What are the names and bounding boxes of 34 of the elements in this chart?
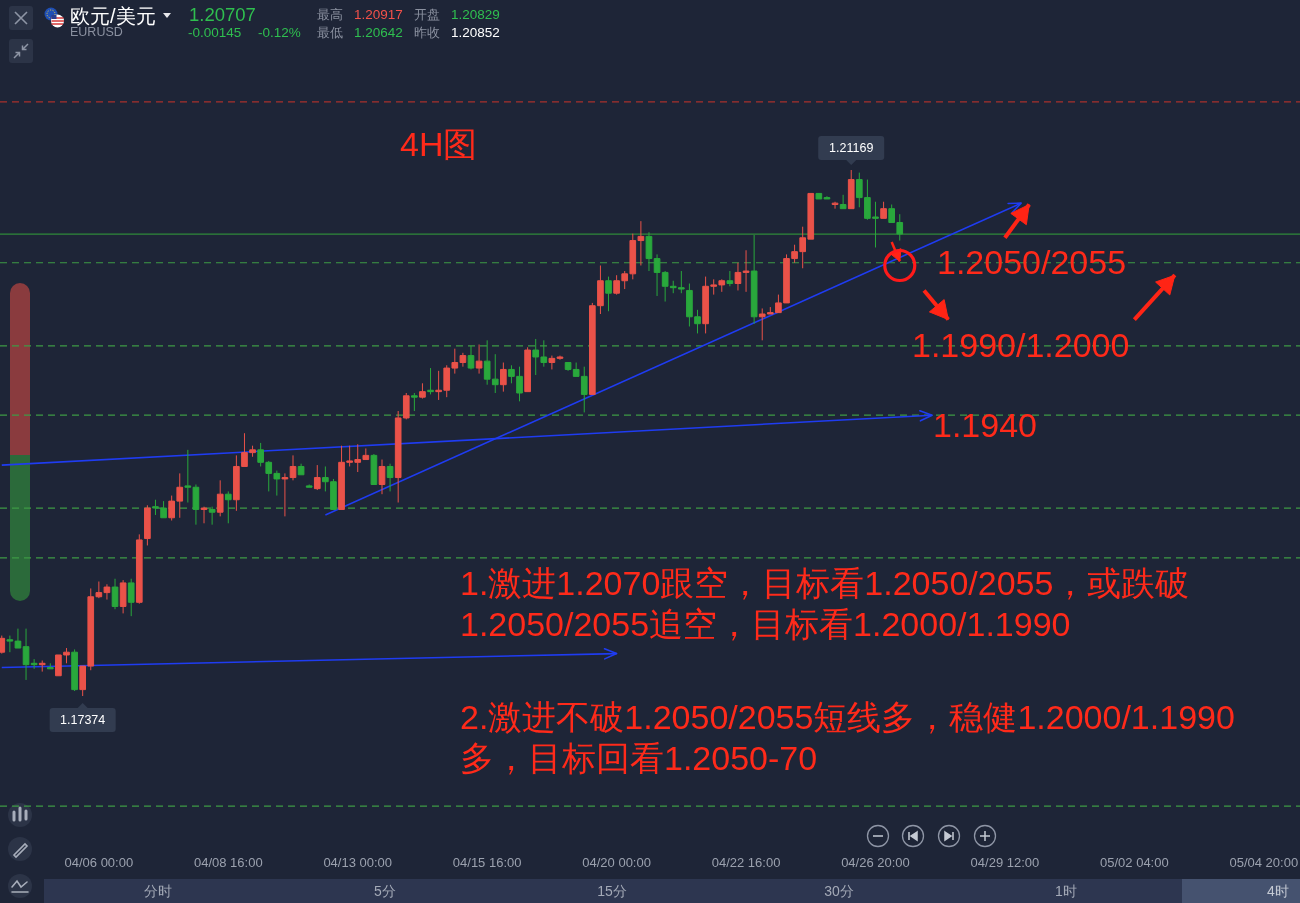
- annotation: 昨收: [414, 25, 440, 40]
- annotation: 1.20852: [451, 24, 500, 41]
- annotation: 开盘: [414, 7, 440, 22]
- x-tick-label: 04/08 16:00: [193, 855, 263, 871]
- x-tick-label: 04/29 12:00: [970, 855, 1040, 871]
- annotation: 1时: [1055, 882, 1077, 900]
- price-tag-label: 1.21169: [829, 140, 874, 156]
- annotation: 5分: [374, 882, 396, 900]
- annotation: 2.激进不破1.2050/2055短线多，稳健1.2000/1.1990多，目标回看1.2050-70: [460, 697, 1236, 779]
- annotation: -0.00145: [188, 24, 242, 41]
- annotation: 最低: [317, 25, 343, 40]
- annotation: 1.激进1.2070跟空，目标看1.2050/2055，或跌破1.2050/2055追空，目标看1.2000/1.1990: [460, 563, 1191, 645]
- x-tick-label: 05/02 04:00: [1100, 855, 1169, 871]
- subtitle: EURUSD: [70, 24, 123, 40]
- annotation: 30分: [824, 882, 854, 900]
- title: 欧元/美元: [70, 4, 156, 27]
- x-tick-label: 04/20 00:00: [582, 855, 651, 871]
- price-tag-label: 1.17374: [60, 712, 106, 728]
- x-tick-label: 04/06 00:00: [64, 855, 134, 871]
- annotation: 15分: [597, 882, 627, 900]
- annotation: 1.20917: [354, 6, 403, 23]
- annotation: -0.12%: [258, 24, 301, 41]
- annotation: 4H图: [400, 125, 478, 165]
- annotation: 1.20642: [354, 24, 403, 41]
- x-tick-label: 04/13 00:00: [323, 855, 393, 871]
- annotation: 1.20707: [189, 3, 256, 26]
- x-tick-label: 04/26 20:00: [841, 855, 910, 871]
- annotation: 4时: [1267, 882, 1289, 900]
- annotation: 1.20829: [451, 6, 500, 23]
- annotation: 最高: [317, 7, 343, 22]
- annotation: 分时: [144, 882, 172, 900]
- x-tick-label: 04/15 16:00: [452, 855, 522, 871]
- x-tick-label: 05/04 20:00: [1229, 855, 1299, 871]
- x-tick-label: 04/22 16:00: [711, 855, 781, 871]
